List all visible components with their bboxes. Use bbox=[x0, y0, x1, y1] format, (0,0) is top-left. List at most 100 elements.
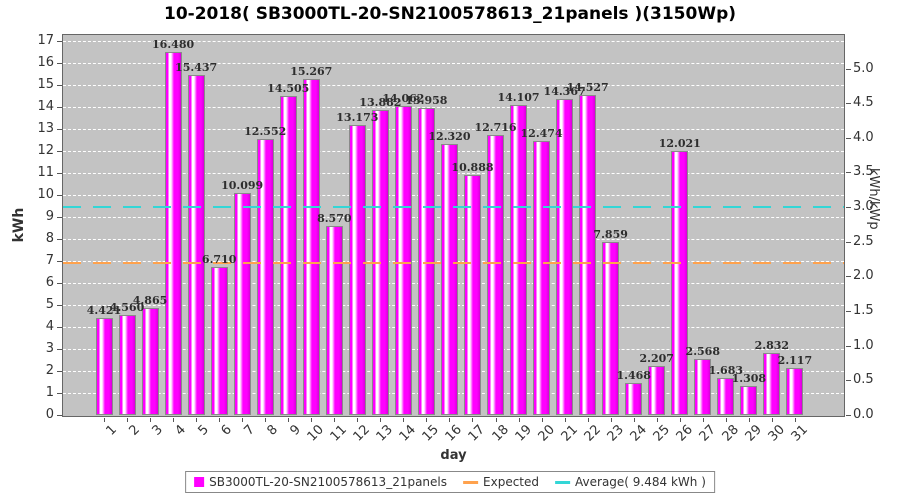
bar-value-label: 14.505 bbox=[267, 82, 310, 95]
x-tick-mark bbox=[127, 418, 129, 422]
right-axis-tick-mark bbox=[846, 207, 851, 209]
bar-day-12 bbox=[348, 125, 366, 415]
left-axis-tick-mark bbox=[57, 239, 62, 240]
bar-day-29 bbox=[740, 386, 758, 415]
left-axis-tick-label: 13 bbox=[37, 121, 54, 136]
right-axis-title: kWh/kWp bbox=[866, 168, 881, 230]
left-axis-tick-mark bbox=[57, 371, 62, 372]
bar-day-21 bbox=[556, 99, 574, 415]
x-tick-mark bbox=[242, 418, 244, 422]
bar-value-label: 13.173 bbox=[336, 111, 379, 124]
x-tick-mark bbox=[587, 418, 589, 422]
right-axis-tick-label: 1.0 bbox=[853, 337, 874, 353]
legend-item-expected: Expected bbox=[463, 475, 539, 489]
bar-value-label: 1.308 bbox=[731, 372, 767, 385]
right-axis-tick-label: 3.5 bbox=[853, 164, 874, 180]
legend-average-label: Average( 9.484 kWh ) bbox=[575, 475, 706, 489]
left-axis-tick-label: 8 bbox=[45, 231, 54, 246]
bar-value-label: 2.568 bbox=[685, 345, 720, 358]
bar-value-label: 1.468 bbox=[616, 369, 651, 382]
series-swatch-icon bbox=[194, 477, 205, 487]
x-tick-mark bbox=[288, 418, 290, 422]
x-tick-mark bbox=[794, 418, 796, 422]
left-axis-tick-label: 3 bbox=[45, 341, 54, 356]
bar-day-22 bbox=[579, 95, 597, 415]
x-tick-mark bbox=[725, 418, 727, 422]
legend-expected-label: Expected bbox=[483, 475, 540, 489]
bar-day-16 bbox=[440, 144, 458, 415]
x-tick-mark bbox=[173, 418, 175, 422]
bar-value-label: 2.117 bbox=[777, 354, 813, 367]
x-tick-mark bbox=[357, 418, 359, 422]
grid-line bbox=[63, 107, 844, 108]
bar-value-label: 12.474 bbox=[520, 127, 563, 140]
left-axis-tick-label: 16 bbox=[37, 55, 54, 70]
bar-value-label: 2.832 bbox=[754, 339, 790, 352]
legend-item-series: SB3000TL-20-SN2100578613_21panels bbox=[194, 475, 447, 489]
left-axis-tick-label: 5 bbox=[45, 297, 54, 312]
x-tick-mark bbox=[610, 418, 612, 422]
x-tick-mark bbox=[633, 418, 635, 422]
x-tick-mark bbox=[426, 418, 428, 422]
expected-line bbox=[63, 262, 844, 265]
right-axis-tick-label: 0.0 bbox=[853, 407, 874, 422]
left-axis-tick-mark bbox=[57, 393, 62, 394]
left-axis-tick-mark bbox=[57, 151, 62, 152]
left-axis-tick-mark bbox=[57, 415, 62, 416]
right-axis-tick-mark bbox=[846, 137, 851, 139]
left-axis-tick-mark bbox=[57, 195, 62, 196]
left-axis-tick-label: 12 bbox=[37, 143, 54, 158]
right-axis-tick-label: 4.0 bbox=[853, 129, 874, 145]
bar-day-3 bbox=[141, 308, 159, 415]
bar-day-24 bbox=[625, 383, 643, 415]
left-axis-tick-mark bbox=[57, 85, 62, 86]
x-tick-mark bbox=[541, 418, 543, 422]
right-axis-tick-mark bbox=[846, 276, 851, 278]
bar-day-27 bbox=[694, 359, 712, 415]
bar-day-15 bbox=[417, 108, 435, 415]
bar-day-7 bbox=[233, 193, 251, 415]
left-axis-tick-mark bbox=[57, 173, 62, 174]
x-tick-mark bbox=[311, 418, 313, 422]
x-tick-mark bbox=[518, 418, 520, 422]
bar-value-label: 14.062 bbox=[382, 92, 425, 105]
right-axis-tick-label: 2.5 bbox=[853, 233, 874, 249]
bar-day-28 bbox=[717, 378, 735, 415]
bar-value-label: 6.710 bbox=[201, 253, 237, 266]
bar-day-11 bbox=[325, 226, 343, 415]
x-tick-mark bbox=[656, 418, 658, 422]
left-axis-tick-mark bbox=[57, 63, 62, 64]
right-axis-tick-label: 2.0 bbox=[853, 268, 874, 284]
left-axis-tick-label: 6 bbox=[45, 275, 54, 290]
left-axis-tick-label: 1 bbox=[45, 385, 54, 400]
left-axis-tick-mark bbox=[57, 129, 62, 130]
left-axis-tick-label: 0 bbox=[45, 407, 54, 422]
x-tick-mark bbox=[748, 418, 750, 422]
bar-day-5 bbox=[187, 75, 205, 415]
expected-line-swatch-icon bbox=[463, 480, 479, 484]
bar-day-31 bbox=[786, 368, 804, 415]
left-axis-tick-mark bbox=[57, 305, 62, 306]
left-axis-tick-label: 2 bbox=[45, 363, 54, 378]
bar-value-label: 2.207 bbox=[639, 352, 674, 365]
left-axis-tick-mark bbox=[57, 261, 62, 262]
left-axis-tick-label: 11 bbox=[37, 165, 54, 180]
average-line bbox=[63, 206, 844, 209]
bar-day-9 bbox=[279, 96, 297, 415]
bar-value-label: 4.560 bbox=[109, 301, 145, 314]
left-axis-tick-mark bbox=[57, 41, 62, 42]
x-tick-mark bbox=[219, 418, 221, 422]
x-tick-mark bbox=[334, 418, 336, 422]
right-axis-tick-mark bbox=[846, 345, 851, 347]
legend: SB3000TL-20-SN2100578613_21panels Expect… bbox=[185, 471, 715, 493]
bar-value-label: 7.859 bbox=[593, 228, 628, 241]
bar-value-label: 1.683 bbox=[708, 364, 744, 377]
grid-line bbox=[63, 41, 844, 42]
bar-value-label: 13.882 bbox=[359, 96, 402, 109]
bar-day-18 bbox=[487, 135, 504, 415]
x-tick-mark bbox=[403, 418, 405, 422]
left-axis-tick-label: 15 bbox=[37, 77, 54, 92]
x-tick-mark bbox=[150, 418, 152, 422]
x-tick-mark bbox=[265, 418, 267, 422]
x-tick-mark bbox=[380, 418, 382, 422]
